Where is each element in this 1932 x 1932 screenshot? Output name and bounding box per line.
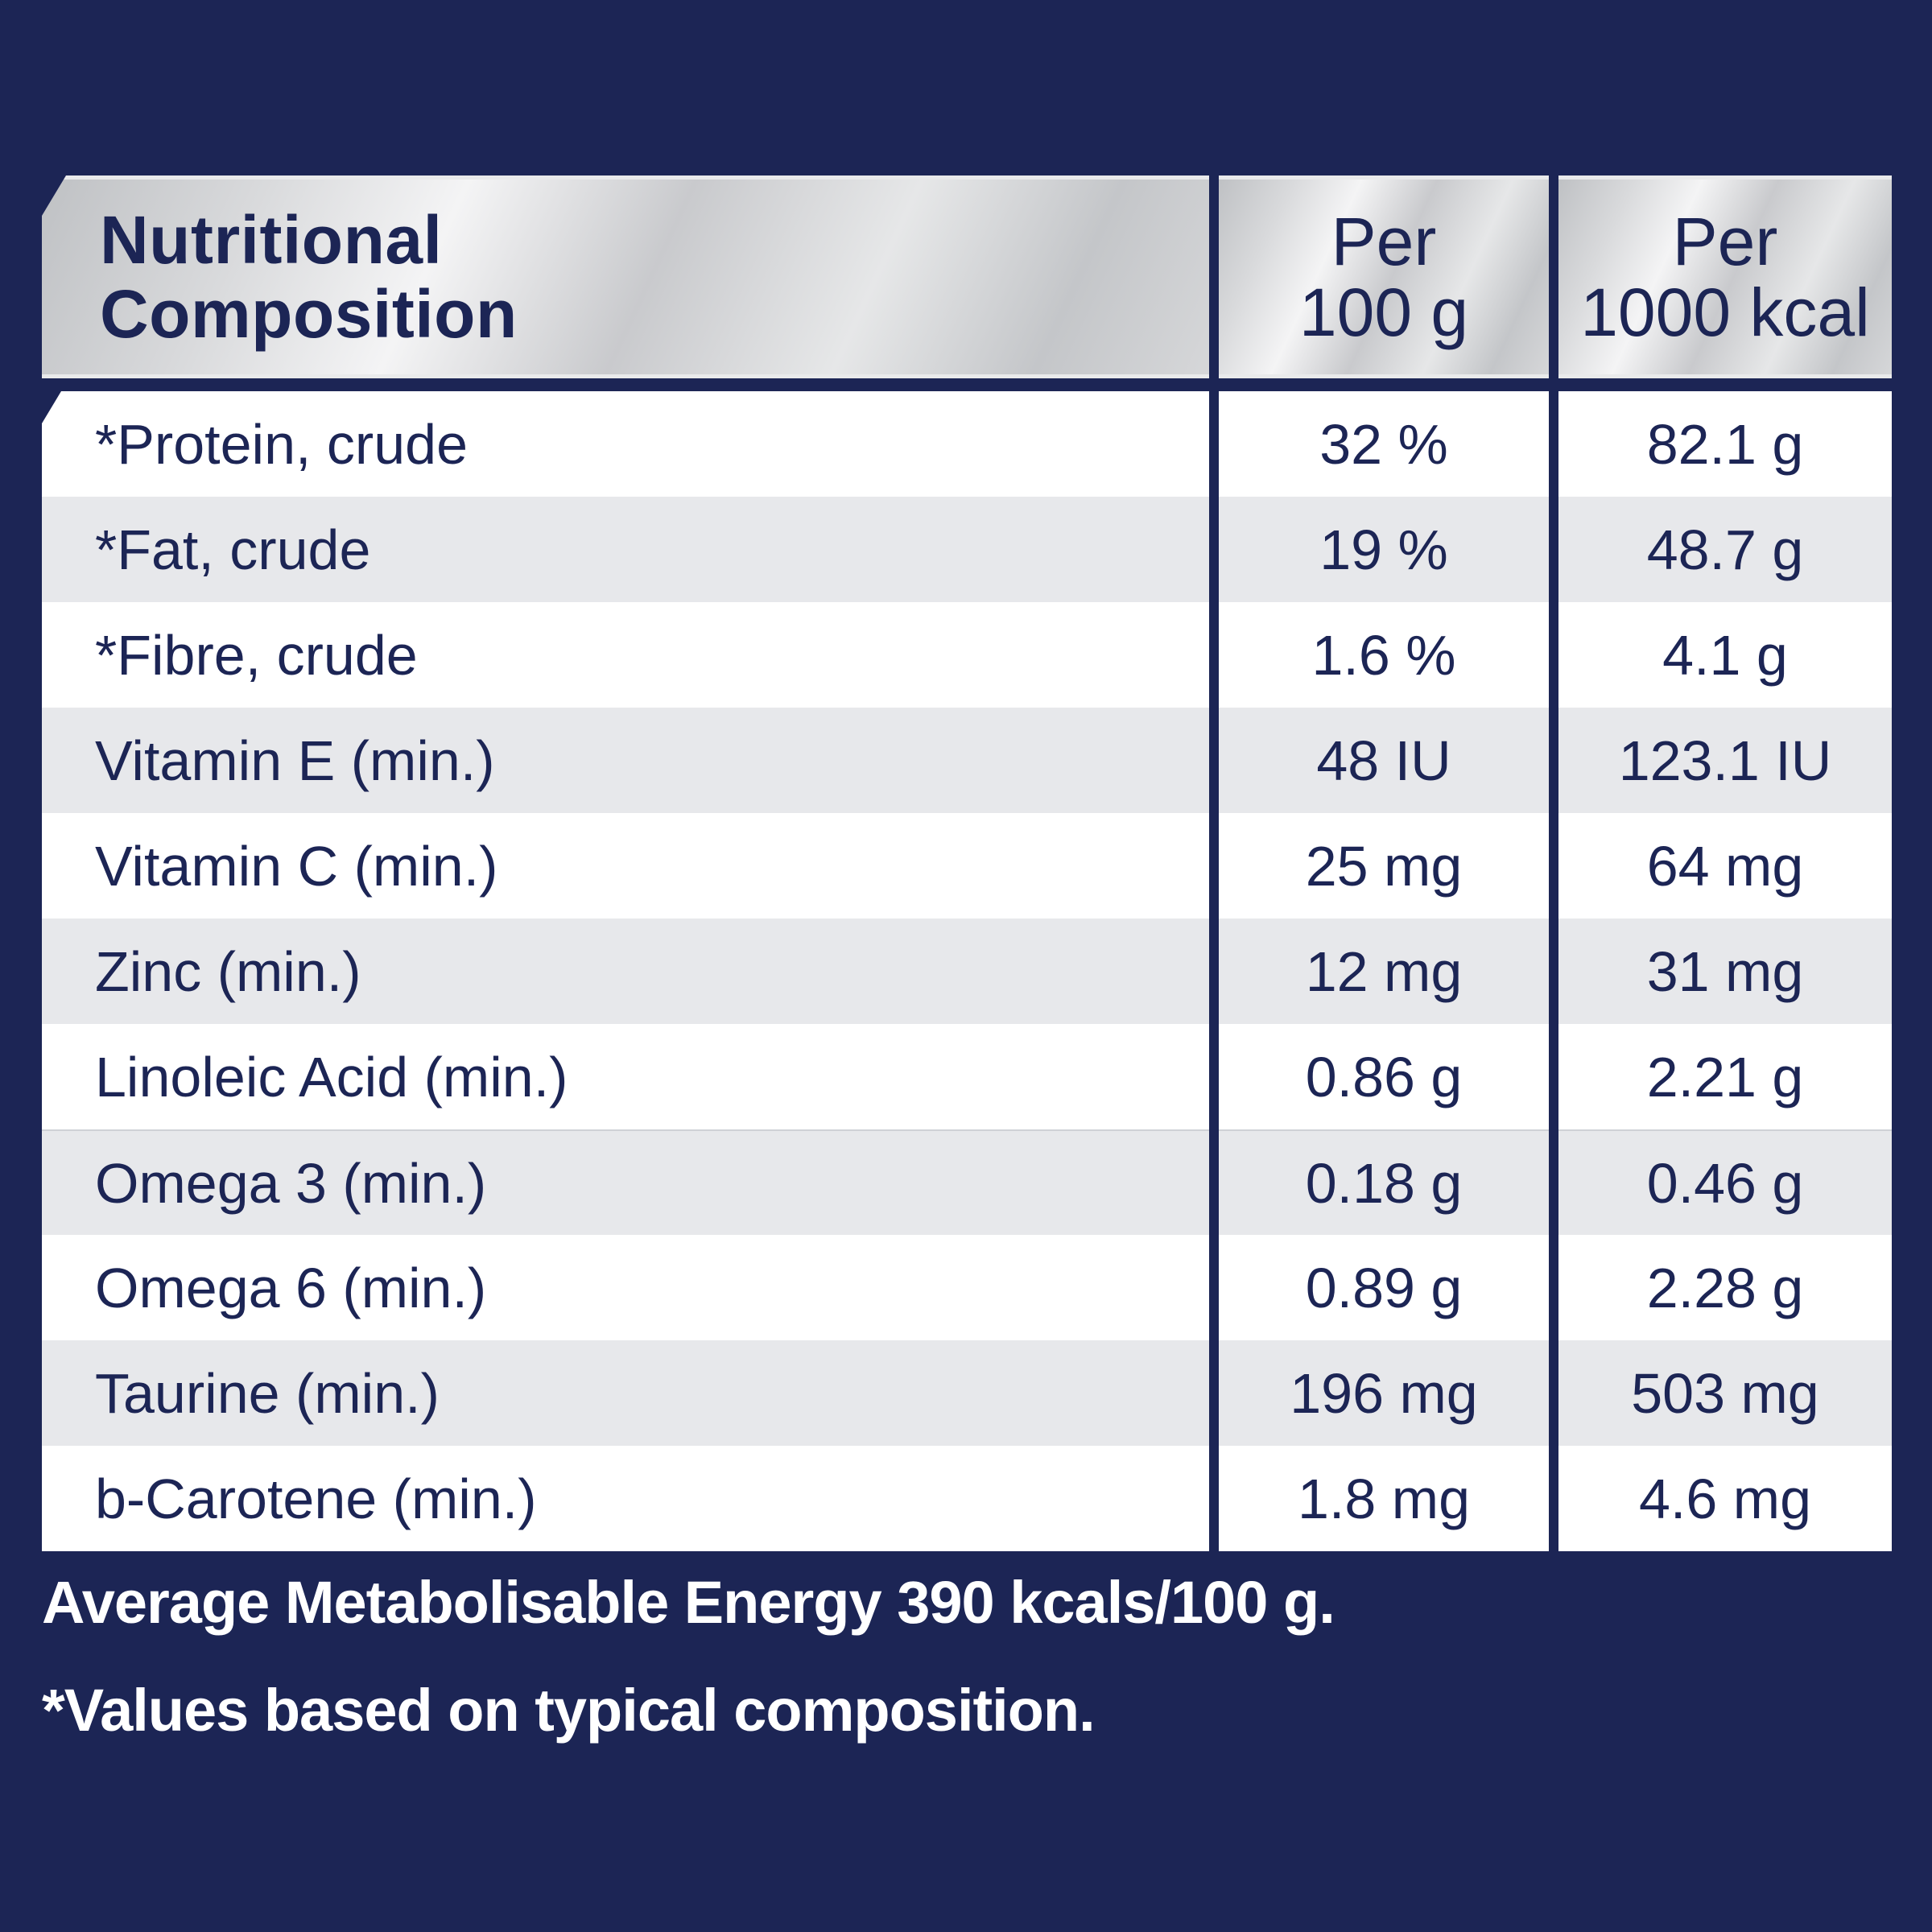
value-per-1000kcal: 4.1 g: [1558, 602, 1892, 708]
nutrient-name: Linoleic Acid (min.): [42, 1024, 1209, 1129]
value-per-100g: 32 %: [1219, 391, 1549, 497]
table-row: *Fibre, crude 1.6 % 4.1 g: [42, 602, 1892, 708]
column-divider: [1209, 602, 1219, 708]
column-divider: [1209, 1235, 1219, 1340]
column-divider: [1209, 708, 1219, 813]
value-per-100g: 0.89 g: [1219, 1235, 1549, 1340]
column-divider: [1549, 1129, 1558, 1235]
column-divider: [1549, 919, 1558, 1024]
value-per-1000kcal: 31 mg: [1558, 919, 1892, 1024]
nutrient-name: b-Carotene (min.): [42, 1446, 1209, 1551]
value-per-100g: 1.6 %: [1219, 602, 1549, 708]
nutrient-name: *Fibre, crude: [42, 602, 1209, 708]
column-divider: [1549, 708, 1558, 813]
column-divider: [1549, 1235, 1558, 1340]
table-row: Linoleic Acid (min.) 0.86 g 2.21 g: [42, 1024, 1892, 1129]
header-per-1000kcal: Per 1000 kcal: [1558, 175, 1892, 378]
nutrient-name: Taurine (min.): [42, 1340, 1209, 1446]
table-row: Omega 3 (min.) 0.18 g 0.46 g: [42, 1129, 1892, 1235]
value-per-1000kcal: 503 mg: [1558, 1340, 1892, 1446]
column-divider: [1209, 1024, 1219, 1129]
column-divider: [1209, 497, 1219, 602]
value-per-1000kcal: 64 mg: [1558, 813, 1892, 919]
column-divider: [1549, 391, 1558, 497]
value-per-100g: 25 mg: [1219, 813, 1549, 919]
value-per-1000kcal: 0.46 g: [1558, 1129, 1892, 1235]
nutrient-name: Omega 3 (min.): [42, 1129, 1209, 1235]
column-divider: [1549, 602, 1558, 708]
column-divider: [1549, 497, 1558, 602]
table-row: b-Carotene (min.) 1.8 mg 4.6 mg: [42, 1446, 1892, 1551]
column-divider: [1549, 1446, 1558, 1551]
column-divider: [1549, 175, 1558, 378]
table-row: Taurine (min.) 196 mg 503 mg: [42, 1340, 1892, 1446]
value-per-100g: 0.86 g: [1219, 1024, 1549, 1129]
column-divider: [1209, 175, 1219, 378]
nutrient-name: Zinc (min.): [42, 919, 1209, 1024]
table-row: *Protein, crude 32 % 82.1 g: [42, 391, 1892, 497]
table-body: *Protein, crude 32 % 82.1 g *Fat, crude 19 %…: [42, 391, 1892, 1551]
value-per-1000kcal: 2.28 g: [1558, 1235, 1892, 1340]
value-per-100g: 19 %: [1219, 497, 1549, 602]
column-divider: [1209, 391, 1219, 497]
column-divider: [1549, 1340, 1558, 1446]
nutrition-table: Nutritional Composition Per 100 g Per 10…: [42, 175, 1892, 1551]
column-divider: [1209, 1129, 1219, 1235]
column-divider: [1209, 919, 1219, 1024]
column-divider: [1209, 378, 1219, 391]
column-divider: [1549, 378, 1558, 391]
value-per-1000kcal: 123.1 IU: [1558, 708, 1892, 813]
nutrient-name: Vitamin C (min.): [42, 813, 1209, 919]
nutrient-name: *Fat, crude: [42, 497, 1209, 602]
table-row: Omega 6 (min.) 0.89 g 2.28 g: [42, 1235, 1892, 1340]
column-divider: [1209, 813, 1219, 919]
energy-note: Average Metabolisable Energy 390 kcals/1…: [42, 1569, 1335, 1636]
table-row: Vitamin E (min.) 48 IU 123.1 IU: [42, 708, 1892, 813]
value-per-100g: 196 mg: [1219, 1340, 1549, 1446]
header-per-100g: Per 100 g: [1219, 175, 1549, 378]
nutrient-name: Vitamin E (min.): [42, 708, 1209, 813]
value-per-100g: 12 mg: [1219, 919, 1549, 1024]
value-per-1000kcal: 82.1 g: [1558, 391, 1892, 497]
value-per-100g: 0.18 g: [1219, 1129, 1549, 1235]
table-header: Nutritional Composition Per 100 g Per 10…: [42, 175, 1892, 378]
value-per-1000kcal: 48.7 g: [1558, 497, 1892, 602]
value-per-1000kcal: 4.6 mg: [1558, 1446, 1892, 1551]
column-divider: [1549, 1024, 1558, 1129]
typical-composition-note: *Values based on typical composition.: [42, 1677, 1096, 1744]
table-row: Vitamin C (min.) 25 mg 64 mg: [42, 813, 1892, 919]
column-divider: [1549, 813, 1558, 919]
value-per-100g: 48 IU: [1219, 708, 1549, 813]
column-divider: [1209, 1446, 1219, 1551]
nutrient-name: *Protein, crude: [42, 391, 1209, 497]
header-gap: [42, 378, 1892, 391]
value-per-100g: 1.8 mg: [1219, 1446, 1549, 1551]
nutrient-name: Omega 6 (min.): [42, 1235, 1209, 1340]
header-nutritional-composition: Nutritional Composition: [42, 175, 1209, 378]
table-row: *Fat, crude 19 % 48.7 g: [42, 497, 1892, 602]
column-divider: [1209, 1340, 1219, 1446]
value-per-1000kcal: 2.21 g: [1558, 1024, 1892, 1129]
table-row: Zinc (min.) 12 mg 31 mg: [42, 919, 1892, 1024]
